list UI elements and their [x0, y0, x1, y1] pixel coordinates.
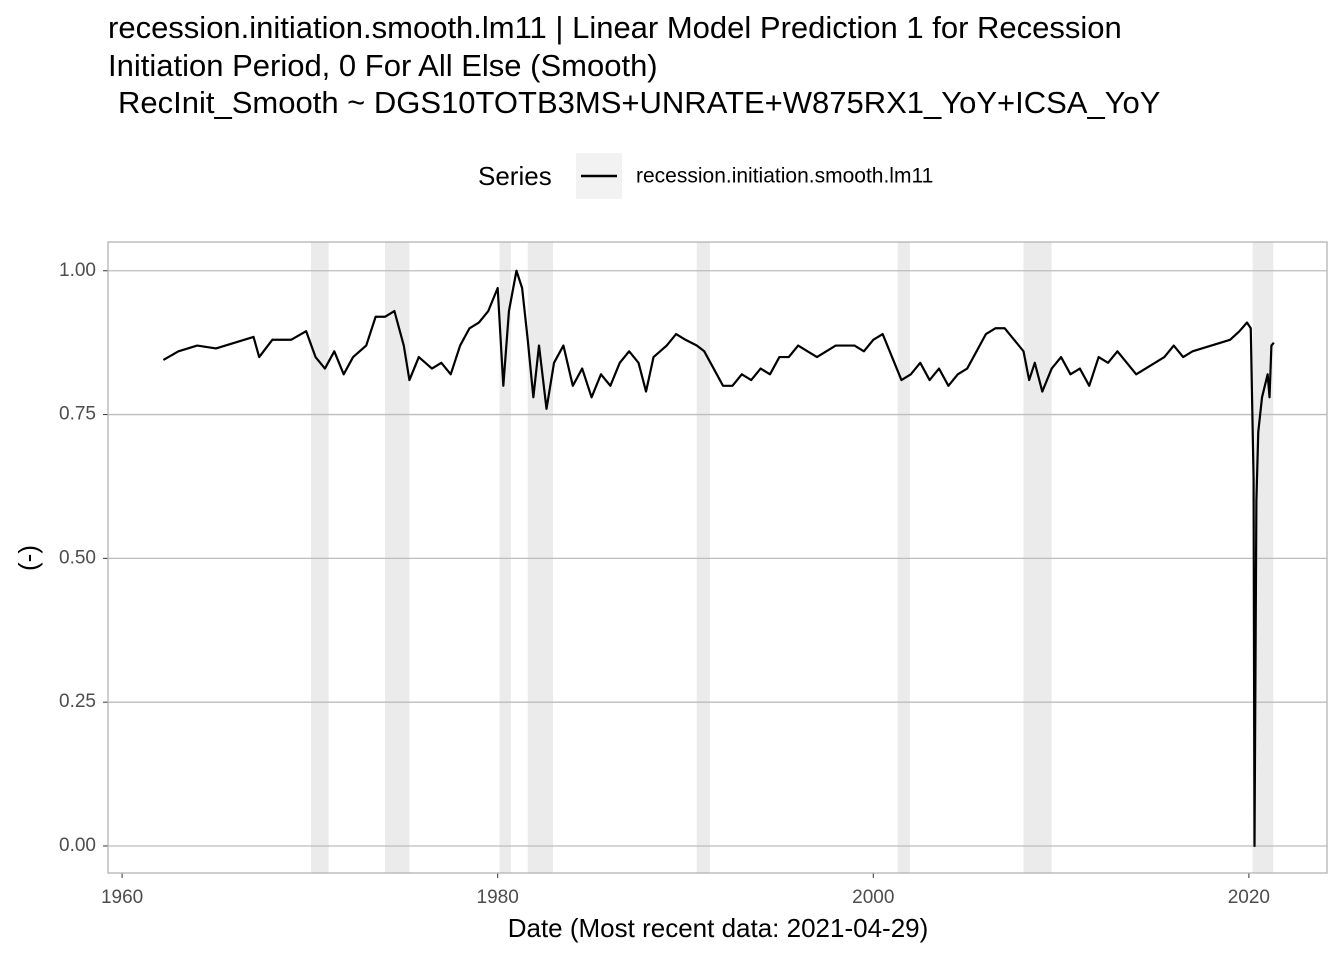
y-tick-label: 0.00	[59, 835, 96, 856]
recession-band	[897, 242, 910, 873]
recession-band	[499, 242, 511, 873]
x-tick-label: 2020	[1228, 887, 1270, 908]
x-tick-label: 1980	[477, 887, 519, 908]
recession-band	[1252, 242, 1274, 873]
y-tick-label: 0.50	[59, 547, 96, 568]
chart-title: recession.initiation.smooth.lm11 | Linea…	[108, 10, 1122, 45]
recession-band	[1023, 242, 1052, 873]
x-tick-label: 1960	[101, 887, 143, 908]
y-tick-label: 0.75	[59, 404, 96, 425]
y-tick-label: 0.25	[59, 691, 96, 712]
recession-band	[311, 242, 329, 873]
y-tick-label: 1.00	[59, 260, 96, 281]
x-axis-label: Date (Most recent data: 2021-04-29)	[508, 913, 929, 943]
series-line	[162, 269, 1275, 848]
panel	[108, 242, 1327, 873]
recession-band	[385, 242, 410, 873]
y-axis-label: (-)	[13, 545, 43, 571]
panel-border	[107, 241, 1328, 874]
legend-label: recession.initiation.smooth.lm11	[636, 165, 933, 188]
recession-band	[527, 242, 554, 873]
chart-title: Initiation Period, 0 For All Else (Smoot…	[108, 48, 658, 83]
chart-subtitle: RecInit_Smooth ~ DGS10TOTB3MS+UNRATE+W87…	[118, 85, 1160, 120]
x-tick-label: 2000	[852, 887, 894, 908]
recession-band	[696, 242, 710, 873]
legend-title: Series	[478, 161, 552, 191]
